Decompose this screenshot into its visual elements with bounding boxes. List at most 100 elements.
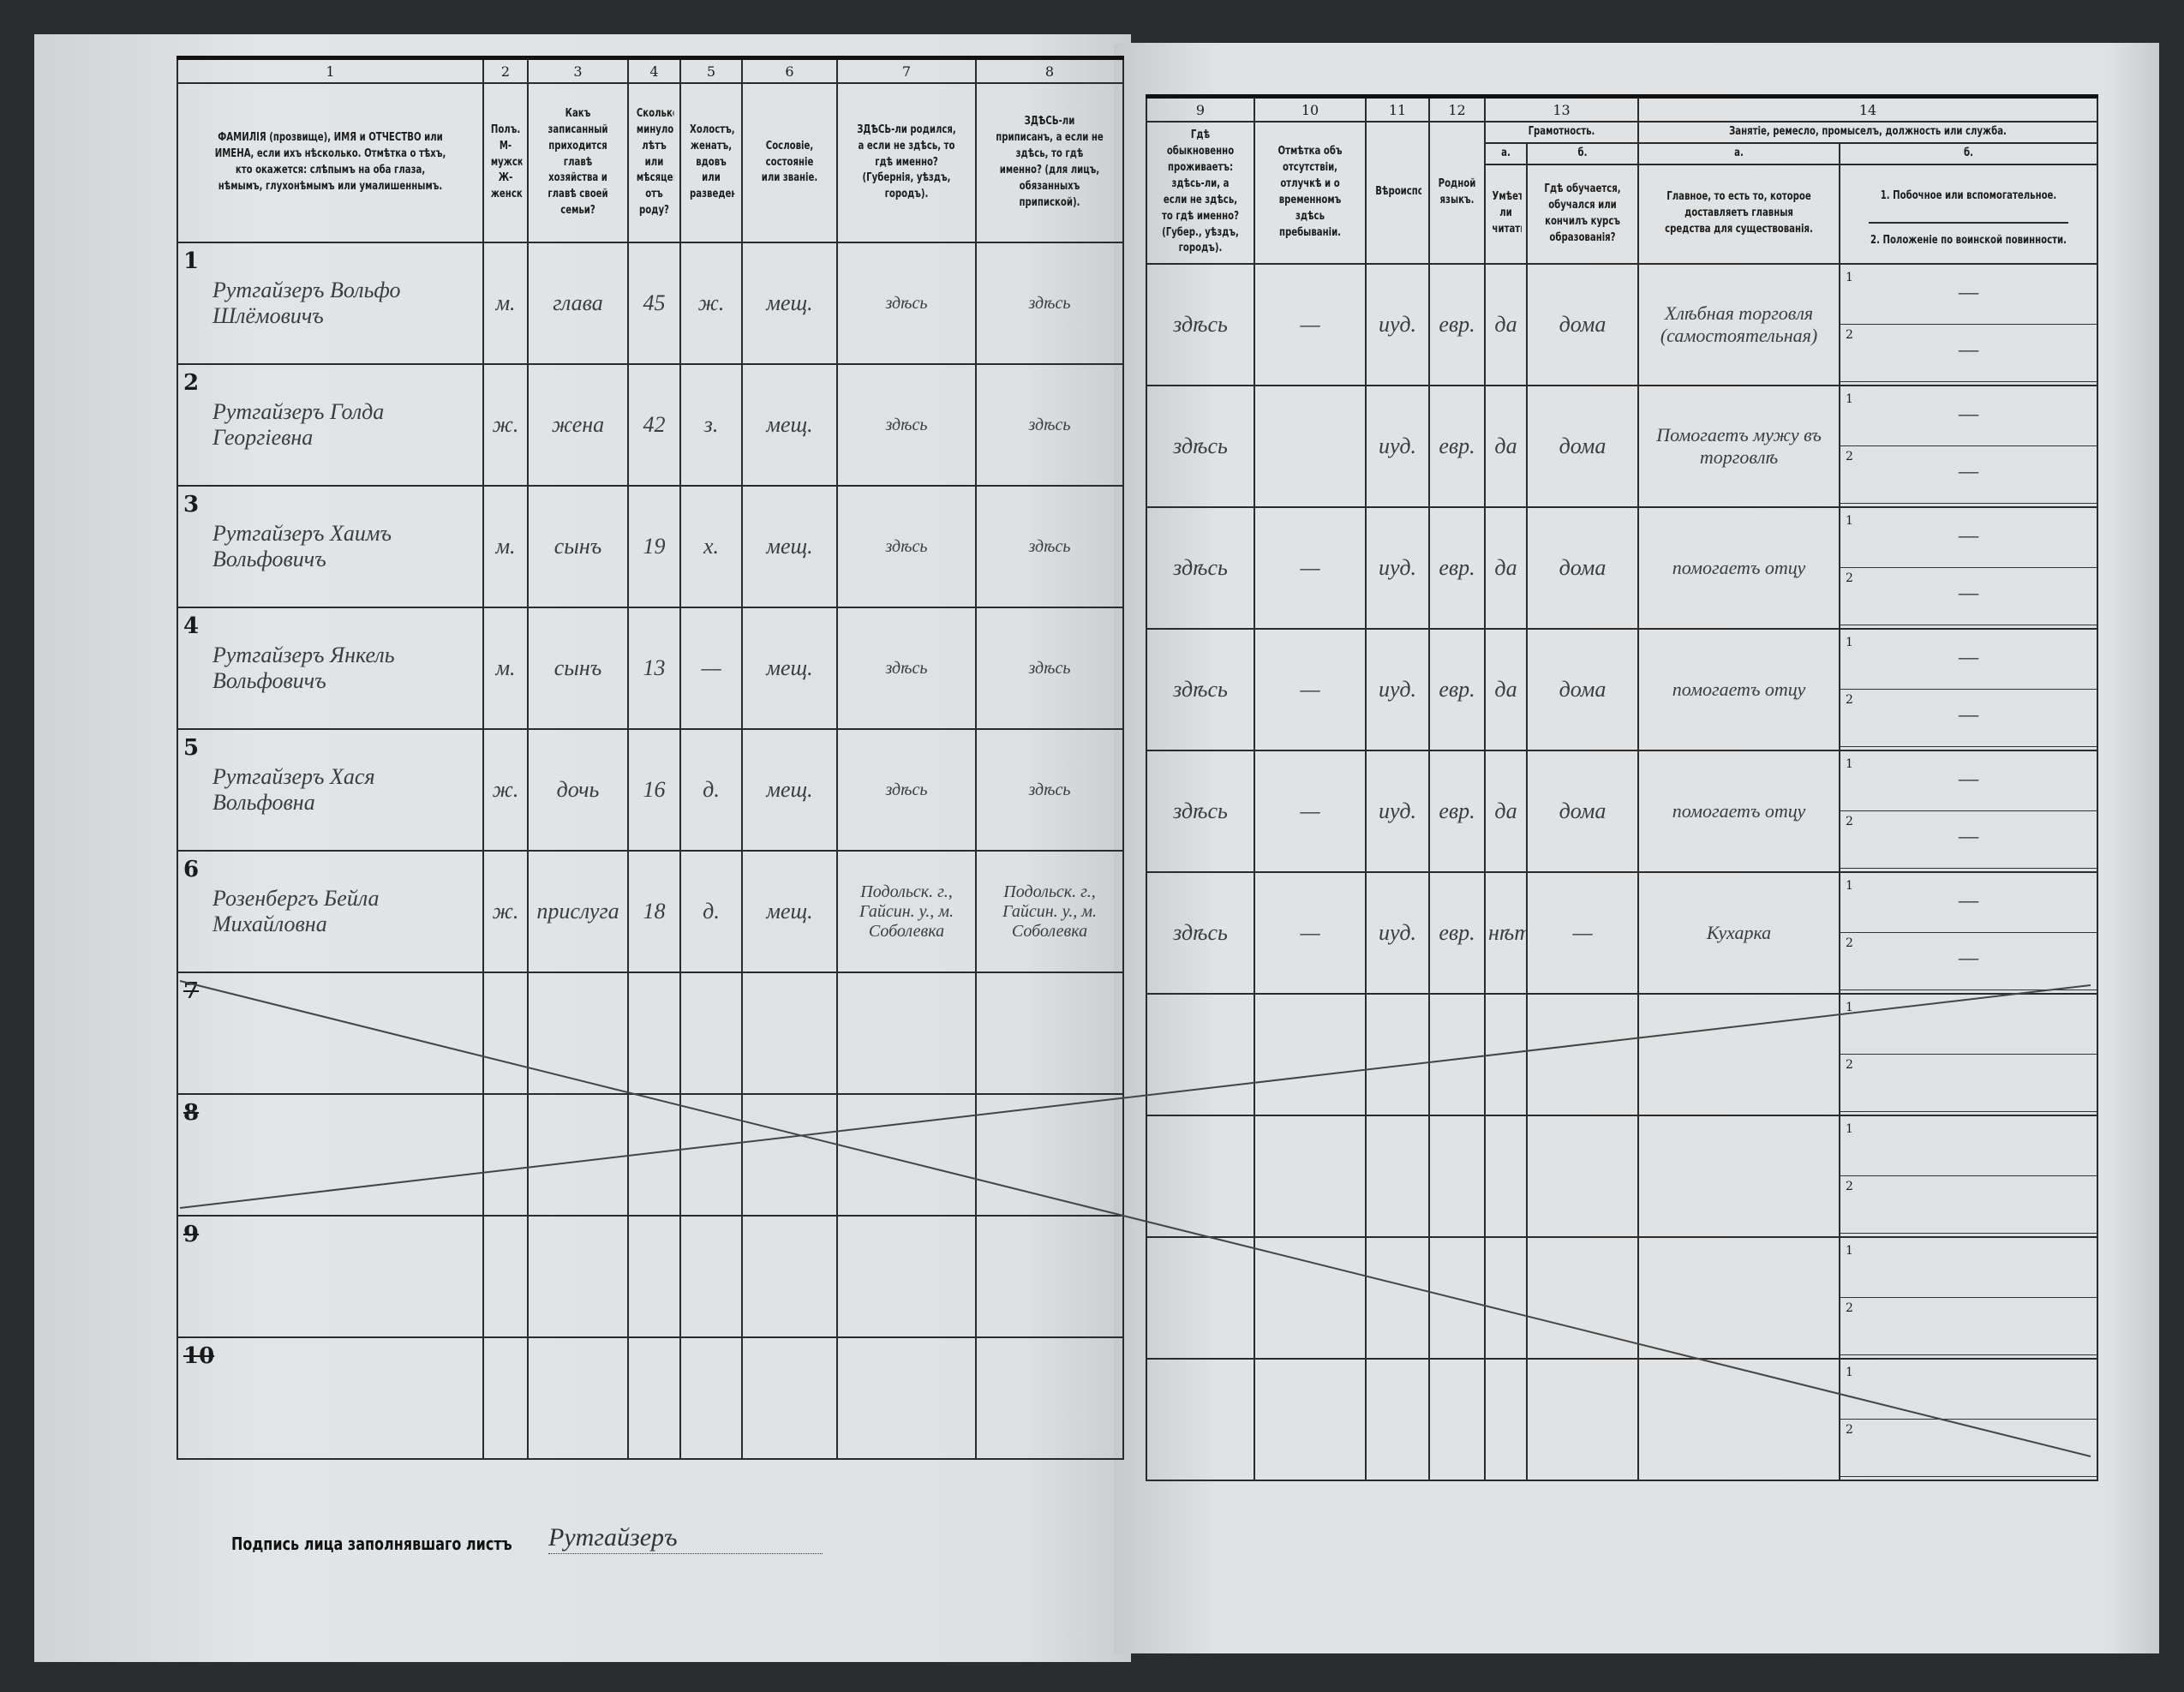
person-name: Рутгайзеръ Янкель Вольфовичъ xyxy=(212,643,395,693)
table-row: здѣсь — иуд. евр. да дома помогаетъ отцу 1—2— xyxy=(1146,505,2099,630)
sex-value: м. xyxy=(495,534,516,559)
side-value xyxy=(1841,1362,2096,1374)
relation-cell: глава xyxy=(527,242,629,365)
can-read-header: Умѣетъ-ли читать? xyxy=(1488,163,1523,265)
age-value: 42 xyxy=(643,412,666,438)
table-row: 7 xyxy=(177,972,1124,1095)
born-cell xyxy=(836,1093,977,1217)
education-cell xyxy=(1525,1357,1640,1481)
marital-cell: ж. xyxy=(679,242,743,365)
education-cell: дома xyxy=(1525,384,1640,508)
religion-cell xyxy=(1365,992,1430,1116)
language-value: евр. xyxy=(1439,311,1475,337)
side-value: — xyxy=(1958,400,1979,426)
side-subcell: 1 xyxy=(1841,1241,2097,1298)
column-number: 1 xyxy=(177,57,484,84)
column-number: 6 xyxy=(741,57,838,84)
side-military-cell: 1—2— xyxy=(1839,505,2099,630)
estate-cell: мещ. xyxy=(741,607,838,730)
column-number: 2 xyxy=(482,57,529,84)
age-cell: 16 xyxy=(627,728,681,852)
table-row: 10 xyxy=(177,1336,1124,1460)
religion-cell xyxy=(1365,1235,1430,1360)
literate-cell xyxy=(1484,1235,1528,1360)
resides-cell: здѣсь xyxy=(1146,870,1255,995)
side-subcell: 1 xyxy=(1841,1119,2097,1176)
subrow-number: 1 xyxy=(1846,756,1853,771)
occupation-value: Кухарка xyxy=(1706,922,1772,944)
column-number: 4 xyxy=(627,57,681,84)
sex-cell xyxy=(482,1215,529,1338)
religion-cell: иуд. xyxy=(1365,262,1430,386)
literate-cell xyxy=(1484,1114,1528,1238)
sex-value: ж. xyxy=(492,899,519,924)
born-cell: здѣсь xyxy=(836,363,977,487)
born-value: здѣсь xyxy=(885,780,928,799)
column-header: Сколько минуло лѣтъ или мѣсяцевъ отъ род… xyxy=(632,82,676,243)
language-value: евр. xyxy=(1439,554,1475,580)
relation-value: дочь xyxy=(556,777,600,803)
resides-value: здѣсь xyxy=(1173,554,1228,580)
subcolumn-letter: б. xyxy=(1867,141,2070,165)
subrow-number: 2 xyxy=(1846,1179,1853,1193)
subrow-number: 2 xyxy=(1846,692,1853,707)
name-cell: 9 xyxy=(177,1215,484,1338)
relation-value: жена xyxy=(551,412,605,438)
column-header: ФАМИЛІЯ (прозвище), ИМЯ и ОТЧЕСТВО или И… xyxy=(210,82,451,243)
born-cell: здѣсь xyxy=(836,485,977,608)
subrow-number: 1 xyxy=(1846,1365,1853,1379)
age-value: 45 xyxy=(643,290,666,316)
religion-value: иуд. xyxy=(1378,919,1417,945)
registered-cell: здѣсь xyxy=(975,485,1124,608)
occupation-cell: помогаетъ отцу xyxy=(1637,627,1841,751)
literate-cell: да xyxy=(1484,262,1528,386)
person-name: Рутгайзеръ Голда Георгіевна xyxy=(212,399,385,450)
table-row: 1 Рутгайзеръ Вольфо Шлёмовичъ м. глава 45 ж. м… xyxy=(177,242,1124,365)
language-value: евр. xyxy=(1439,798,1475,823)
religion-cell: иуд. xyxy=(1365,870,1430,995)
column-number: 9 xyxy=(1146,95,1255,123)
subrow-number: 1 xyxy=(1846,392,1853,406)
census-form-right: 9 10 11 12 13 14 Гдѣ обыкновенно проживаетъ: з… xyxy=(1146,94,2099,1481)
relation-value: прислуга xyxy=(536,899,619,924)
registered-cell xyxy=(975,1215,1124,1338)
occupation-cell xyxy=(1637,1235,1841,1360)
military-value: — xyxy=(1958,336,1979,362)
born-cell: здѣсь xyxy=(836,607,977,730)
side-subcell: 1— xyxy=(1841,632,2097,690)
military-subcell: 2— xyxy=(1841,690,2097,747)
military-subcell: 2 xyxy=(1841,1055,2097,1112)
side-value: — xyxy=(1958,887,1979,912)
military-value: — xyxy=(1958,457,1979,483)
military-value: — xyxy=(1958,822,1979,848)
side-subcell: 1 xyxy=(1841,997,2097,1055)
resides-value: здѣсь xyxy=(1173,676,1228,702)
marital-value: ж. xyxy=(697,290,725,316)
age-cell: 19 xyxy=(627,485,681,608)
religion-cell xyxy=(1365,1114,1430,1238)
table-row: здѣсь — иуд. евр. да дома Хлѣбная торговля (са… xyxy=(1146,262,2099,386)
education-cell xyxy=(1525,1235,1640,1360)
estate-cell: мещ. xyxy=(741,728,838,852)
row-number: 6 xyxy=(183,857,200,882)
column-header: Вѣроисповѣданіе. xyxy=(1372,121,1423,265)
subrow-number: 2 xyxy=(1846,327,1853,342)
military-value xyxy=(1841,1298,2096,1310)
marital-cell: д. xyxy=(679,850,743,973)
absent-cell: — xyxy=(1254,870,1367,995)
sex-cell: м. xyxy=(482,242,529,365)
occupation-value: помогаетъ отцу xyxy=(1672,800,1806,822)
side-value xyxy=(1841,997,2096,1009)
religion-cell: иуд. xyxy=(1365,627,1430,751)
relation-cell: жена xyxy=(527,363,629,487)
column-header: ЗДѢСЬ-ли приписанъ, а если не здѣсь, то … xyxy=(991,82,1108,243)
resides-cell xyxy=(1146,1235,1255,1360)
education-cell: дома xyxy=(1525,749,1640,873)
estate-cell xyxy=(741,1336,838,1460)
subcolumn-letter: б. xyxy=(1538,141,1627,165)
side-value: — xyxy=(1958,522,1979,547)
column-header: Гдѣ обыкновенно проживаетъ: здѣсь-ли, а … xyxy=(1158,121,1243,265)
column-number-row: 9 10 11 12 13 14 xyxy=(1146,95,2099,123)
occupation-cell: помогаетъ отцу xyxy=(1637,505,1841,630)
